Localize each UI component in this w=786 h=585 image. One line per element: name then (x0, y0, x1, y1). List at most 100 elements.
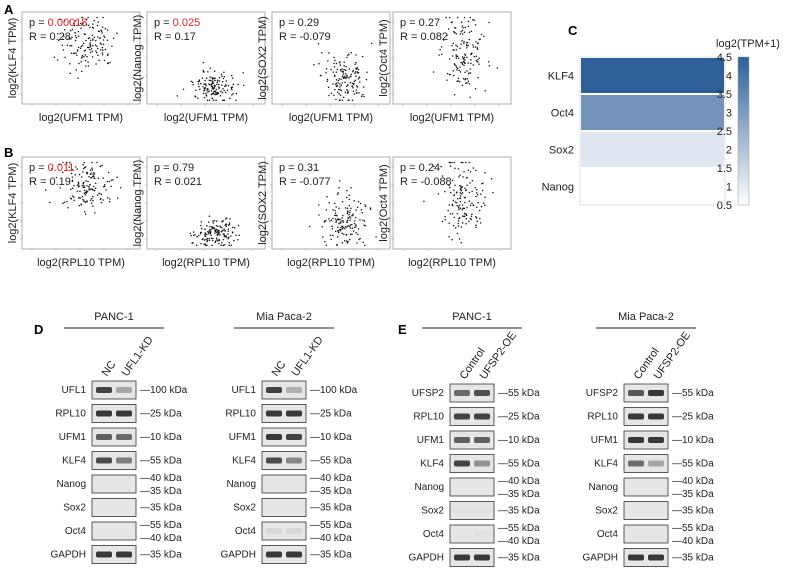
marker-label: —35 kDa (672, 489, 714, 500)
data-point (205, 95, 208, 97)
data-point (469, 204, 472, 207)
data-point (455, 48, 458, 51)
data-point (346, 226, 348, 228)
data-point (466, 206, 468, 209)
scatter-a-plot: p = 0.27 R = 0.082 log2(UFM1 TPM) log2(Oct4… (378, 11, 512, 124)
data-point (351, 233, 353, 235)
data-point (340, 89, 343, 92)
data-point (235, 99, 237, 102)
data-point (358, 76, 361, 79)
data-point (70, 52, 73, 55)
data-point (452, 74, 455, 77)
scatter-b-plot: p = 0.24 R = -0.088 log2(RPL10 TPM) log2(Oc… (378, 156, 512, 269)
data-point (77, 46, 80, 49)
data-point (71, 28, 74, 31)
marker-label: —35 kDa (140, 503, 182, 514)
p-value: 0.27 (419, 17, 440, 29)
data-point (210, 83, 213, 86)
r-prefix: R = (154, 176, 174, 188)
data-point (342, 71, 345, 73)
data-point (110, 185, 112, 188)
protein-label: KLF4 (420, 459, 444, 470)
data-point (209, 84, 211, 86)
data-point (72, 52, 75, 54)
data-point (466, 47, 468, 49)
blot-band (266, 457, 282, 464)
data-point (80, 27, 82, 29)
data-point (218, 239, 221, 241)
data-point (199, 232, 202, 235)
colorbar-tick: 0.5 (717, 200, 732, 212)
data-point (447, 209, 449, 212)
data-point (221, 221, 223, 223)
data-point (339, 180, 341, 182)
data-point (91, 167, 93, 169)
r-prefix: R = (279, 176, 299, 188)
marker-label: —100 kDa (310, 385, 358, 396)
marker-label: —25 kDa (498, 412, 540, 423)
data-point (225, 235, 228, 237)
data-point (467, 20, 470, 23)
data-point (460, 30, 462, 33)
data-point (84, 200, 86, 202)
data-point (103, 184, 106, 186)
data-point (221, 241, 223, 244)
data-point (456, 204, 458, 207)
data-point (345, 85, 348, 88)
data-point (352, 90, 355, 93)
blot-band (286, 410, 302, 417)
data-point (223, 89, 225, 92)
data-point (212, 237, 214, 240)
data-point (339, 83, 341, 85)
data-point (76, 49, 79, 51)
protein-label: Oct4 (65, 526, 87, 537)
data-point (210, 85, 213, 87)
data-point (335, 98, 337, 101)
protein-label: Nanog (227, 479, 256, 490)
data-point (107, 53, 109, 55)
data-point (74, 173, 76, 176)
x-axis-label: log2(RPL10 TPM) (37, 257, 125, 269)
blot-strip (261, 521, 307, 541)
data-point (440, 165, 442, 168)
protein-label: Sox2 (595, 506, 618, 517)
data-point (208, 233, 210, 235)
data-point (327, 60, 329, 62)
marker-label: —35 kDa (498, 489, 540, 500)
data-point (454, 63, 456, 66)
data-point (437, 193, 440, 195)
blot-strip (449, 383, 495, 403)
data-point (200, 82, 202, 85)
data-point (340, 220, 343, 222)
p-prefix: p = (154, 17, 173, 29)
data-point (341, 99, 344, 102)
protein-label: UFSP2 (412, 388, 445, 399)
data-point (335, 62, 338, 65)
data-point (73, 24, 76, 27)
blot-band (474, 507, 490, 514)
panel-label-b: B (4, 145, 13, 160)
data-point (351, 214, 354, 217)
data-point (102, 199, 104, 201)
blot-band (286, 551, 302, 558)
scatter-b-plot: p = 0.79 R = 0.021 log2(RPL10 TPM) log2(Nan… (132, 156, 266, 269)
data-point (349, 224, 352, 226)
data-point (110, 179, 113, 181)
data-point (82, 186, 85, 189)
data-point (338, 222, 340, 225)
data-point (344, 91, 347, 93)
data-point (433, 165, 435, 168)
data-point (336, 214, 338, 217)
data-point (466, 70, 468, 72)
protein-label: UFM1 (59, 432, 87, 443)
data-point (230, 74, 233, 77)
data-point (231, 88, 233, 91)
data-point (99, 42, 102, 44)
data-point (462, 60, 465, 63)
data-point (457, 57, 460, 59)
data-point (453, 94, 456, 96)
data-point (218, 76, 221, 79)
data-point (112, 37, 115, 39)
marker-label: —35 kDa (498, 553, 540, 564)
data-point (78, 185, 80, 187)
